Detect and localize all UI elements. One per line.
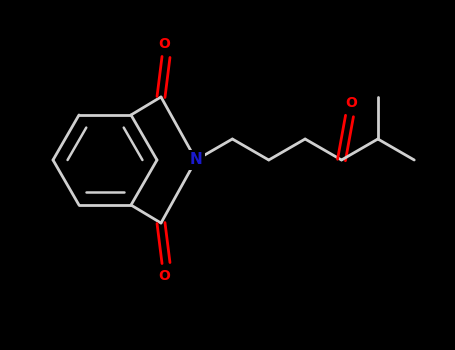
Text: O: O xyxy=(158,269,170,283)
Text: N: N xyxy=(190,153,202,168)
Text: O: O xyxy=(158,37,170,51)
Text: O: O xyxy=(345,96,358,110)
